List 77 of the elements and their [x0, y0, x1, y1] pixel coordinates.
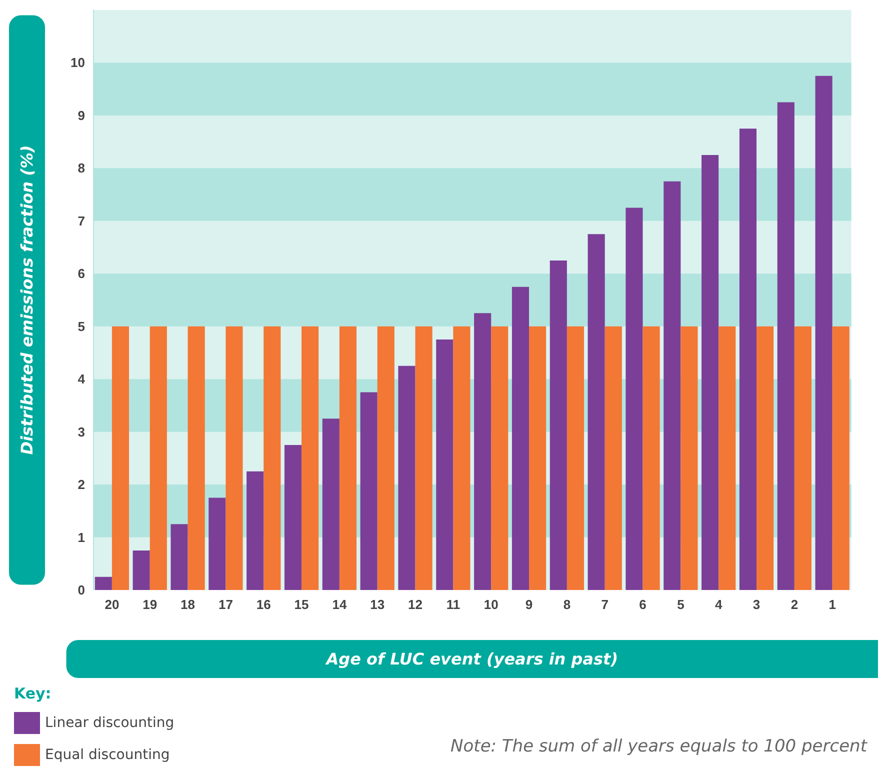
text: Note: The sum of all years equals to 100 percent — [450, 736, 868, 756]
bar — [566, 326, 584, 590]
y-tick-label: 10 — [70, 55, 85, 70]
bar — [302, 326, 319, 590]
bar — [94, 576, 112, 590]
y-tick-label: 8 — [78, 160, 85, 176]
legend-label: Equal discounting — [45, 747, 170, 763]
x-tick-label: 17 — [218, 597, 233, 612]
bar — [529, 326, 546, 590]
bar — [170, 524, 188, 590]
y-tick-label: 3 — [78, 424, 85, 440]
bar — [739, 128, 757, 590]
x-tick-label: 6 — [639, 597, 646, 612]
x-tick-label: 18 — [180, 597, 196, 612]
x-tick-label: 20 — [104, 597, 120, 612]
x-tick-label: 7 — [601, 597, 608, 612]
y-tick-label: 7 — [78, 213, 85, 228]
bar — [832, 326, 850, 590]
x-tick-label: 5 — [677, 597, 684, 612]
bar — [626, 208, 643, 590]
bar — [777, 102, 794, 590]
bar — [642, 326, 660, 590]
bar — [398, 366, 416, 590]
bar — [491, 326, 508, 590]
x-tick-label: 3 — [752, 597, 760, 612]
legend-title: Key: — [14, 684, 52, 702]
y-tick-label: 2 — [78, 477, 85, 492]
bar — [112, 326, 130, 590]
x-tick-label: 10 — [484, 597, 498, 612]
y-tick-label: 9 — [78, 108, 85, 123]
x-tick-label: 1 — [828, 597, 836, 612]
y-axis-title: Distributed emissions fraction (%) — [18, 145, 36, 455]
bar — [718, 326, 736, 590]
bar — [150, 326, 167, 590]
bar — [284, 445, 302, 590]
bar — [702, 155, 719, 590]
x-axis-title: Age of LUC event (years in past) — [324, 650, 618, 668]
x-tick-label: 13 — [370, 597, 385, 612]
bar — [453, 326, 470, 590]
bar — [188, 326, 205, 590]
bar — [664, 181, 681, 590]
bar — [474, 313, 492, 590]
bar — [550, 260, 567, 590]
bar — [339, 326, 357, 590]
bar — [132, 550, 150, 590]
bar — [815, 76, 832, 590]
bar — [604, 326, 622, 590]
bar — [756, 326, 774, 590]
x-tick-label: 8 — [563, 597, 571, 612]
bar — [794, 326, 812, 590]
bar — [512, 286, 530, 590]
x-tick-label: 15 — [294, 597, 309, 612]
y-tick-label: 4 — [78, 372, 86, 387]
bar — [226, 326, 243, 590]
x-tick-label: 14 — [332, 597, 348, 612]
y-tick-label: 5 — [78, 318, 85, 334]
x-tick-label: 2 — [790, 597, 798, 612]
bar — [377, 326, 394, 590]
x-tick-label: 12 — [408, 597, 423, 612]
bar — [415, 326, 432, 590]
bar — [360, 392, 378, 590]
bar — [264, 326, 281, 590]
x-tick-label: 19 — [142, 597, 158, 612]
bar — [322, 418, 340, 590]
bar — [436, 340, 454, 590]
bar — [208, 498, 226, 590]
bar — [246, 471, 264, 590]
x-tick-label: 4 — [714, 597, 723, 612]
x-tick-label: 16 — [256, 597, 271, 612]
y-tick-label: 1 — [78, 530, 85, 545]
x-tick-label: 9 — [525, 597, 533, 612]
y-tick-label: 0 — [78, 582, 85, 598]
legend-label: Linear discounting — [45, 715, 174, 731]
bar — [588, 234, 605, 590]
x-tick-label: 11 — [446, 597, 460, 612]
y-tick-label: 6 — [78, 266, 85, 282]
bar — [680, 326, 698, 590]
